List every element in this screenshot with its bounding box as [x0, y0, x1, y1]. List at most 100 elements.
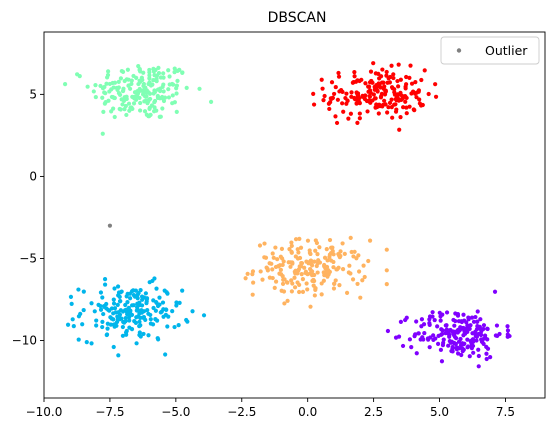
cluster-0-point [112, 114, 117, 120]
cluster-4-point [453, 311, 458, 316]
cluster-3-point [71, 324, 76, 329]
outlier-point [107, 223, 113, 228]
cluster-3-point [131, 288, 136, 293]
cluster-3-point [106, 307, 111, 312]
cluster-3-point [123, 319, 128, 324]
cluster-1-point [336, 70, 341, 76]
cluster-2-point [313, 238, 318, 243]
cluster-3-point [76, 314, 82, 319]
cluster-0-point [166, 95, 172, 100]
cluster-4-point [476, 364, 481, 369]
cluster-0-point [150, 82, 155, 87]
cluster-3-point [112, 306, 118, 311]
cluster-1-point [333, 114, 338, 119]
cluster-0-point [101, 109, 106, 114]
cluster-0-point [123, 103, 128, 109]
cluster-1-point [404, 105, 409, 110]
cluster-3-point [84, 340, 89, 345]
cluster-2-point [307, 266, 313, 272]
cluster-4-point [476, 331, 481, 337]
cluster-2-point [263, 255, 269, 260]
cluster-3-point [113, 322, 118, 327]
cluster-0-point [138, 108, 143, 113]
cluster-1-point [389, 97, 394, 102]
cluster-4-point [452, 323, 457, 328]
cluster-0-point [147, 76, 152, 81]
cluster-0-point [132, 94, 137, 99]
cluster-0-point [102, 90, 107, 95]
cluster-1-point [365, 109, 370, 114]
cluster-1-point [397, 127, 402, 132]
cluster-2-point [292, 275, 297, 280]
cluster-1-point [311, 91, 316, 96]
cluster-2-point [271, 255, 276, 260]
cluster-3-point [98, 290, 104, 295]
cluster-3-point [134, 341, 139, 346]
cluster-4-point [427, 345, 432, 350]
cluster-4-point [485, 326, 490, 331]
cluster-4-point [453, 341, 458, 347]
cluster-0-point [110, 94, 116, 100]
cluster-0-point [93, 82, 98, 88]
cluster-2-point [245, 271, 250, 276]
cluster-0-point [140, 92, 146, 97]
cluster-4-point [473, 314, 478, 320]
cluster-4-point [454, 347, 459, 352]
cluster-1-point [385, 110, 390, 115]
cluster-0-point [106, 69, 111, 74]
cluster-4-point [475, 309, 480, 314]
cluster-3-point [159, 309, 164, 314]
cluster-3-point [80, 322, 85, 327]
cluster-0-point [147, 80, 152, 85]
cluster-3-point [126, 305, 131, 310]
cluster-4-point [492, 289, 498, 294]
cluster-4-point [438, 347, 444, 352]
cluster-2-point [355, 281, 360, 287]
cluster-1-point [382, 92, 388, 97]
cluster-1-point [366, 84, 371, 89]
cluster-1-point [319, 77, 324, 82]
cluster-4-point [451, 317, 456, 323]
cluster-2-point [330, 245, 335, 250]
cluster-0-point [126, 77, 131, 82]
cluster-4-point [459, 352, 464, 358]
cluster-0-point [157, 86, 163, 91]
cluster-0-point [197, 86, 202, 91]
cluster-3-point [180, 288, 185, 293]
cluster-0-point [122, 78, 127, 84]
cluster-2-point [302, 265, 307, 270]
cluster-2-point [295, 280, 300, 285]
cluster-4-point [466, 317, 471, 322]
cluster-4-point [481, 326, 486, 332]
cluster-3-point [166, 314, 171, 319]
cluster-0-point [137, 67, 142, 73]
cluster-1-point [404, 74, 409, 80]
cluster-0-point [98, 83, 103, 89]
cluster-2-point [275, 257, 280, 262]
cluster-0-point [100, 131, 105, 136]
cluster-3-point [129, 303, 135, 308]
cluster-0-point [131, 101, 137, 106]
cluster-2-point [336, 265, 341, 270]
cluster-1-point [396, 98, 401, 103]
cluster-2-point [332, 281, 337, 286]
cluster-0-point [126, 83, 131, 88]
cluster-4-point [464, 320, 469, 325]
y-tick-label: 5 [29, 87, 37, 101]
cluster-3-point [81, 307, 86, 313]
cluster-2-point [354, 256, 359, 261]
cluster-4-point [450, 346, 455, 351]
cluster-0-point [125, 67, 130, 72]
cluster-2-point [319, 281, 324, 286]
cluster-4-point [452, 333, 457, 338]
cluster-0-point [116, 91, 122, 96]
cluster-1-point [368, 69, 374, 74]
cluster-1-point [355, 91, 360, 96]
cluster-2-point [278, 267, 283, 272]
cluster-1-point [336, 74, 342, 79]
cluster-2-point [331, 252, 336, 257]
cluster-2-point [250, 292, 255, 297]
cluster-3-point [127, 315, 132, 320]
cluster-2-point [331, 286, 337, 291]
